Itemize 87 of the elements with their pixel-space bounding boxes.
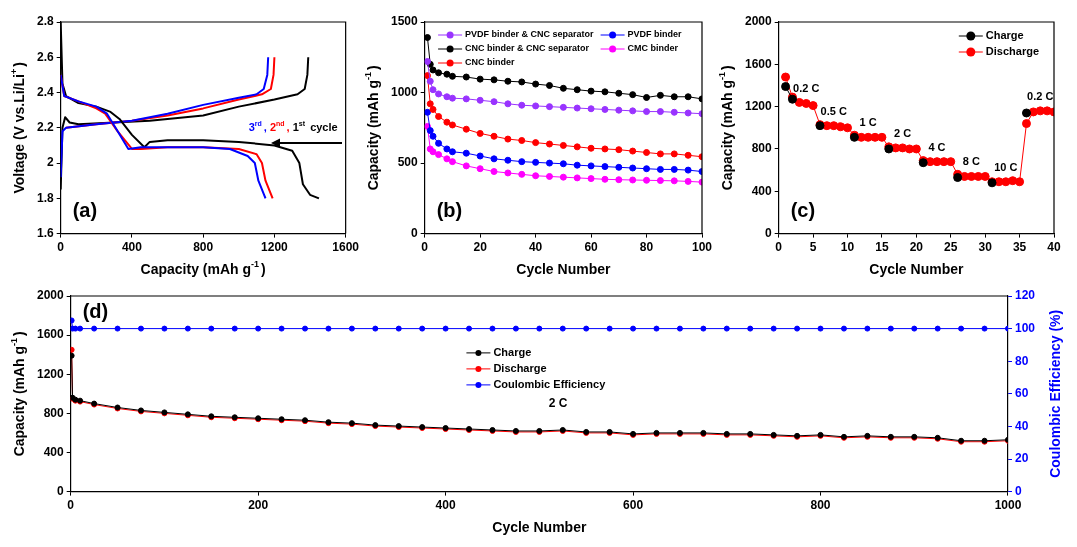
x-tick-label: 1600: [332, 240, 360, 255]
x-tick-label: 20: [473, 240, 488, 255]
y-tick-label: 2.8: [36, 14, 54, 29]
legend-label: Charge: [493, 345, 532, 358]
annotation: 2 C: [548, 395, 568, 410]
annotation: 0.5 C: [820, 104, 847, 117]
y-tick-label: 1200: [36, 366, 65, 381]
text: (a): [72, 199, 98, 222]
legend-label: CNC binder & CNC separator: [465, 43, 590, 54]
y2-tick-label: 100: [1014, 320, 1036, 335]
y-tick-label: 2000: [36, 288, 65, 303]
x-tick-label: 5: [809, 240, 817, 255]
x-tick-label: 40: [1047, 240, 1061, 255]
x-axis-title: Cycle Number: [492, 518, 587, 535]
annotation: 0.2 C: [793, 82, 820, 95]
x-tick-label: 100: [691, 240, 713, 255]
legend-label: Discharge: [985, 45, 1040, 58]
y-tick-label: 1200: [744, 98, 773, 113]
legend-label: Charge: [985, 29, 1024, 42]
y-tick-label: 500: [397, 155, 419, 170]
annotation: 10 C: [994, 160, 1018, 173]
y-tick-label: 1.8: [36, 190, 54, 205]
y-axis-title: Capacity (mAh g-1): [363, 65, 381, 191]
legend-label: CNC binder: [465, 57, 516, 68]
annotation: 0.2 C: [1027, 89, 1054, 102]
x-tick-label: 15: [875, 240, 889, 255]
legend-label: PVDF binder & CNC separator: [465, 29, 595, 40]
y-tick-label: 1500: [390, 14, 419, 29]
x-tick-label: 800: [193, 240, 214, 255]
x-tick-label: 400: [121, 240, 143, 255]
x-tick-label: 40: [528, 240, 543, 255]
x-tick-label: 0: [421, 240, 429, 255]
y-tick-label: 2.6: [36, 49, 54, 64]
y-axis-title: Voltage (V vs.Li/Li+): [9, 62, 27, 194]
x-tick-label: 800: [810, 498, 831, 513]
y-tick-label: 800: [43, 405, 65, 420]
annotation: 1 C: [859, 116, 877, 129]
legend-label: CMC binder: [627, 43, 679, 54]
y2-tick-label: 80: [1014, 353, 1029, 368]
y2-tick-label: 20: [1014, 451, 1029, 466]
x-tick-label: 400: [435, 498, 456, 513]
annotation: 2 C: [894, 126, 912, 139]
y-tick-label: 2.2: [36, 120, 54, 135]
y-tick-label: 0: [765, 225, 773, 240]
x-tick-label: 0: [67, 498, 75, 513]
x-tick-label: 0: [775, 240, 783, 255]
annotation: 4 C: [928, 140, 946, 153]
y-tick-label: 0: [411, 225, 419, 240]
x-tick-label: 600: [623, 498, 644, 513]
x-tick-label: 1000: [994, 498, 1022, 513]
y-axis-title: Capacity (mAh g-1): [9, 331, 27, 457]
y2-tick-label: 40: [1014, 418, 1029, 433]
y2-axis-title: Coulombic Efficiency (%): [1046, 309, 1063, 478]
annotation: 8 C: [962, 155, 981, 168]
y2-tick-label: 120: [1014, 288, 1036, 303]
y-tick-label: 400: [751, 183, 773, 198]
x-tick-label: 80: [639, 240, 654, 255]
x-tick-label: 30: [978, 240, 993, 255]
legend-title: cycle: [307, 120, 338, 133]
text: (b): [436, 199, 463, 222]
y2-tick-label: 60: [1014, 386, 1029, 401]
text: (c): [790, 199, 816, 222]
chart-title: (d): [82, 299, 109, 322]
legend-label: PVDF binder: [627, 29, 683, 40]
x-tick-label: 1200: [261, 240, 289, 255]
x-tick-label: 60: [584, 240, 599, 255]
legend-label: Discharge: [493, 361, 547, 374]
y-tick-label: 400: [43, 444, 65, 459]
y-tick-label: 0: [57, 483, 65, 498]
x-tick-label: 10: [840, 240, 855, 255]
y-tick-label: 1600: [36, 327, 65, 342]
x-tick-label: 25: [944, 240, 958, 255]
y2-tick-label: 0: [1014, 483, 1022, 498]
x-axis-title: Cycle Number: [869, 260, 964, 277]
x-tick-label: 200: [248, 498, 269, 513]
y-axis-title: Capacity (mAh g-1): [717, 65, 735, 191]
x-tick-label: 20: [909, 240, 924, 255]
legend-label: Coulombic Efficiency: [493, 377, 607, 390]
y-tick-label: 1.6: [36, 225, 54, 240]
y-tick-label: 2: [46, 155, 54, 170]
x-axis-title: Cycle Number: [516, 260, 611, 277]
x-tick-label: 35: [1012, 240, 1027, 255]
y-tick-label: 2.4: [36, 84, 54, 99]
y-tick-label: 1000: [390, 84, 419, 99]
y-tick-label: 800: [751, 141, 773, 156]
y-tick-label: 2000: [744, 14, 773, 29]
y-tick-label: 1600: [744, 56, 773, 71]
